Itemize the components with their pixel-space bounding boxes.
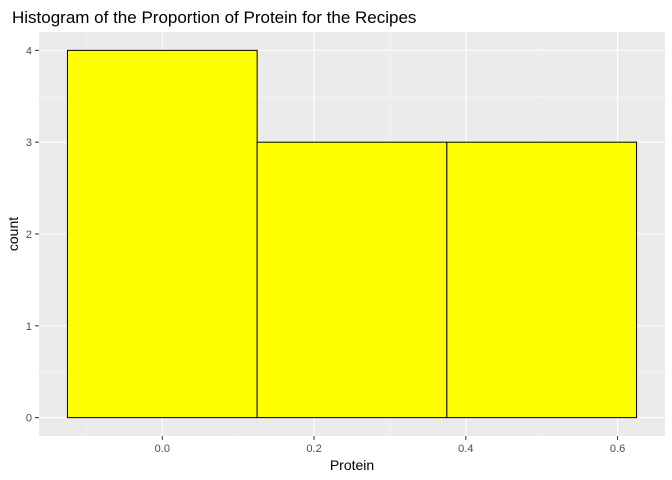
histogram-bars xyxy=(66,49,638,419)
y-tick-label: 2 xyxy=(26,229,32,241)
histogram-bar-2 xyxy=(256,141,448,419)
y-tick-label: 1 xyxy=(26,321,32,333)
histogram-bar-3 xyxy=(446,141,638,419)
x-tick-label: 0.0 xyxy=(155,443,170,455)
x-axis-title: Protein xyxy=(330,457,374,473)
y-tick-label: 4 xyxy=(26,45,32,57)
histogram-bar-1 xyxy=(66,49,258,419)
x-tick-label: 0.4 xyxy=(458,443,473,455)
y-axis-title: count xyxy=(5,217,21,251)
y-axis: 0 1 2 3 4 xyxy=(26,45,39,425)
y-tick-label: 0 xyxy=(26,413,32,425)
y-tick-label: 3 xyxy=(26,137,32,149)
chart-title: Histogram of the Proportion of Protein f… xyxy=(12,8,416,27)
x-axis: 0.0 0.2 0.4 0.6 xyxy=(155,436,625,455)
x-tick-label: 0.6 xyxy=(610,443,625,455)
x-tick-label: 0.2 xyxy=(306,443,321,455)
